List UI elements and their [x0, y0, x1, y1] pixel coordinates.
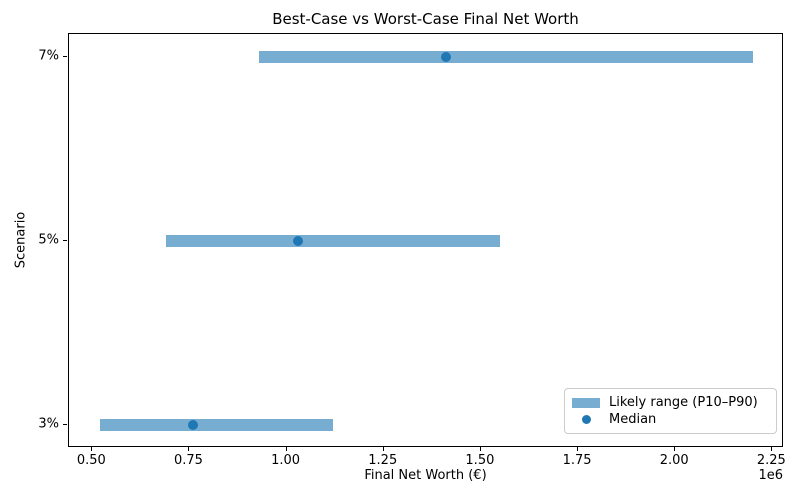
legend-swatch-wrap [572, 397, 600, 408]
x-tick-label: 1.00 [271, 453, 301, 468]
legend-label-likely-range: Likely range (P10–P90) [609, 395, 758, 410]
legend-item-median: Median [572, 411, 768, 428]
x-tick-mark [771, 447, 773, 451]
x-tick-label: 2.00 [659, 453, 689, 468]
x-tick-mark [285, 447, 287, 451]
median-dot-5% [293, 236, 304, 246]
y-tick-mark [63, 423, 67, 425]
y-axis-label: Scenario [13, 211, 29, 269]
y-tick-mark [63, 240, 67, 241]
median-dot-7% [440, 52, 451, 63]
range-bar-7% [259, 51, 753, 64]
x-tick-mark [188, 447, 190, 451]
x-tick-label: 1.75 [562, 453, 592, 468]
x-tick-mark [674, 447, 676, 451]
x-tick-label: 1.25 [368, 453, 398, 468]
y-tick-label: 7% [38, 48, 59, 64]
median-dot-3% [188, 419, 199, 430]
legend-item-likely-range: Likely range (P10–P90) [572, 394, 768, 411]
plot-area: Likely range (P10–P90) Median [68, 33, 783, 447]
x-tick-mark [577, 447, 579, 451]
range-bar-3% [100, 418, 334, 431]
y-tick-label: 3% [38, 416, 59, 432]
legend-label-median: Median [609, 412, 657, 427]
x-axis-label: Final Net Worth (€) [364, 468, 487, 483]
chart-title: Best-Case vs Worst-Case Final Net Worth [272, 10, 579, 28]
y-tick-mark [63, 56, 67, 58]
range-bar-5% [166, 235, 501, 247]
x-tick-mark [91, 447, 93, 451]
x-tick-mark [382, 447, 384, 451]
x-tick-label: 0.75 [173, 453, 203, 468]
legend: Likely range (P10–P90) Median [564, 388, 777, 434]
x-axis-offset-text: 1e6 [758, 468, 783, 483]
legend-swatch-wrap [572, 415, 600, 424]
x-tick-mark [479, 447, 481, 451]
x-tick-label: 0.50 [76, 453, 106, 468]
x-tick-label: 1.50 [465, 453, 495, 468]
y-tick-label: 5% [38, 232, 59, 248]
x-tick-label: 2.25 [756, 453, 786, 468]
median-dot-icon [581, 415, 591, 424]
range-patch-icon [572, 397, 600, 408]
